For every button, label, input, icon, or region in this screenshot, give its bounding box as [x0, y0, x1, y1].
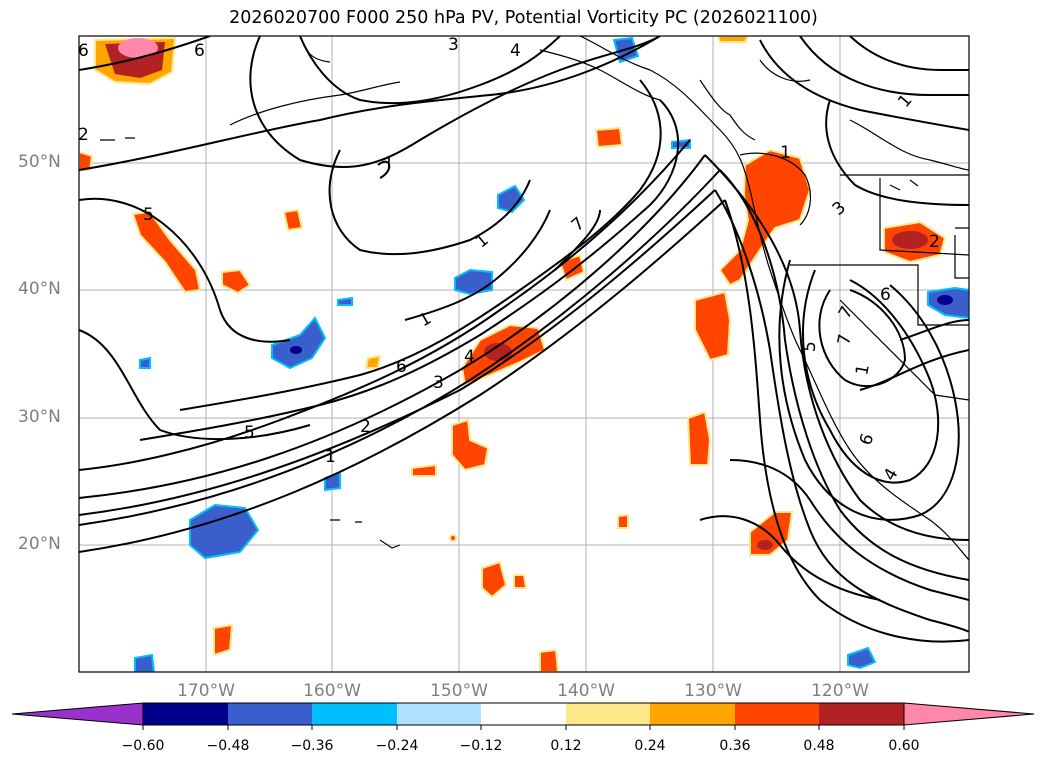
lat-label: 30°N — [18, 407, 61, 427]
contour-label: 3 — [448, 35, 459, 55]
colorbar-tick-label: −0.36 — [290, 738, 334, 754]
colorbar-bin — [312, 703, 397, 725]
colorbar-bin — [819, 703, 904, 725]
colorbar-tick-label: 0.12 — [550, 738, 582, 754]
contour-label: 3 — [433, 373, 444, 393]
colorbar-bin — [143, 703, 228, 725]
pv-blob-south-3 — [513, 574, 528, 589]
contour-labels: 6 6 3 4 1 5 2 6 1 1 1 7 7 7 4 6 3 5 2 1 … — [78, 35, 940, 484]
colorbar-bin — [481, 703, 566, 725]
colorbar-bin — [735, 703, 819, 725]
pv-blob-small-1 — [221, 268, 252, 295]
contour-label: 4 — [510, 41, 521, 61]
lat-label: 20°N — [18, 534, 61, 554]
contour-label: 2 — [360, 417, 371, 437]
contour-label: 5 — [143, 205, 154, 225]
contour-label: 2 — [929, 232, 940, 252]
colorbar-bin — [650, 703, 735, 725]
contour-label: 2 — [78, 125, 89, 145]
pv-neg-blob-11 — [139, 356, 151, 369]
contour-label: 5 — [800, 340, 821, 353]
lon-label: 120°W — [811, 681, 869, 701]
contour-label: 1 — [780, 143, 791, 163]
plot-frame — [78, 35, 970, 673]
pv-blob-coast-2 — [694, 290, 732, 362]
lon-label: 160°W — [303, 681, 361, 701]
pv-neg-blob-2 — [271, 316, 327, 370]
contour-label: 1 — [325, 447, 336, 467]
pv-blob-small-7 — [411, 463, 437, 477]
contour-label: 6 — [396, 357, 407, 377]
pv-blob-coast-3 — [686, 410, 712, 466]
contour-label: 6 — [78, 41, 89, 61]
contour-label: 4 — [464, 347, 475, 367]
pv-blob-south-2 — [481, 560, 508, 599]
lon-label: 140°W — [557, 681, 615, 701]
colorbar-frame — [142, 702, 905, 726]
colorbar-tick-label: −0.12 — [459, 738, 503, 754]
colorbar-tick-label: 0.60 — [888, 738, 920, 754]
colorbar-tick-label: −0.48 — [206, 738, 250, 754]
contour-label: 3 — [829, 198, 850, 220]
pv-contours — [79, 36, 969, 643]
lat-label: 50°N — [18, 152, 61, 172]
contour-label: 6 — [880, 285, 891, 305]
map-title: 2026020700 F000 250 hPa PV, Potential Vo… — [229, 8, 818, 28]
colorbar-extend-high — [903, 702, 1035, 726]
contour-label: 7 — [380, 154, 397, 176]
pv-neg-blob-8 — [134, 653, 156, 672]
contour-label: 6 — [194, 41, 205, 61]
pv-blob-small-3 — [594, 126, 624, 149]
pv-positive-anomalies — [79, 36, 947, 672]
pv-blob-west-streak — [131, 210, 202, 294]
pv-blob-south-6 — [617, 513, 629, 529]
colorbar-bin — [566, 703, 650, 725]
pv-neg-blob-6-core — [937, 295, 953, 305]
pv-blob-south-4 — [213, 623, 234, 657]
pv-neg-blob-4 — [497, 184, 526, 214]
pv-neg-blob-10 — [337, 296, 353, 306]
lon-label: 150°W — [430, 681, 488, 701]
pv-blob-south-5 — [539, 648, 560, 672]
colorbar-tick-label: −0.60 — [121, 738, 165, 754]
colorbar-tick-label: −0.24 — [375, 738, 419, 754]
colorbar-tick-label: 0.24 — [634, 738, 666, 754]
contour-label: 1 — [852, 363, 874, 377]
colorbar-bin — [228, 703, 312, 725]
lon-label: 170°W — [177, 681, 235, 701]
pv-blob-small-6 — [451, 418, 490, 472]
coastlines — [100, 36, 969, 561]
colorbar-tick-label: 0.48 — [803, 738, 835, 754]
pv-blob-dot — [449, 534, 457, 542]
colorbar-bin — [397, 703, 481, 725]
pv-blob-south-1-core — [757, 540, 773, 550]
colorbar-tick-label: 0.36 — [719, 738, 751, 754]
pv-negative-anomalies — [134, 36, 969, 672]
pv-neg-blob-7 — [847, 646, 877, 670]
pv-blob-west-edge — [79, 150, 94, 171]
pv-blob-nw-peak — [118, 38, 158, 58]
pv-blob-small-5 — [364, 354, 382, 369]
contour-label: 1 — [472, 230, 493, 252]
pv-neg-blob-2-core — [290, 346, 302, 354]
pv-blob-small-2 — [282, 208, 304, 232]
colorbar-extend-low — [11, 702, 144, 726]
pv-blob-top-edge — [716, 36, 750, 43]
contour-label: 5 — [244, 423, 255, 443]
colorbar — [11, 702, 1035, 730]
lon-label: 130°W — [684, 681, 742, 701]
pv-neg-blob-1 — [189, 503, 260, 560]
contour-label: 6 — [856, 431, 878, 448]
contour-label: 7 — [834, 333, 856, 347]
lat-label: 40°N — [18, 279, 61, 299]
pv-neg-blob-3 — [454, 268, 493, 296]
pv-blob-east-1-core — [892, 231, 928, 249]
